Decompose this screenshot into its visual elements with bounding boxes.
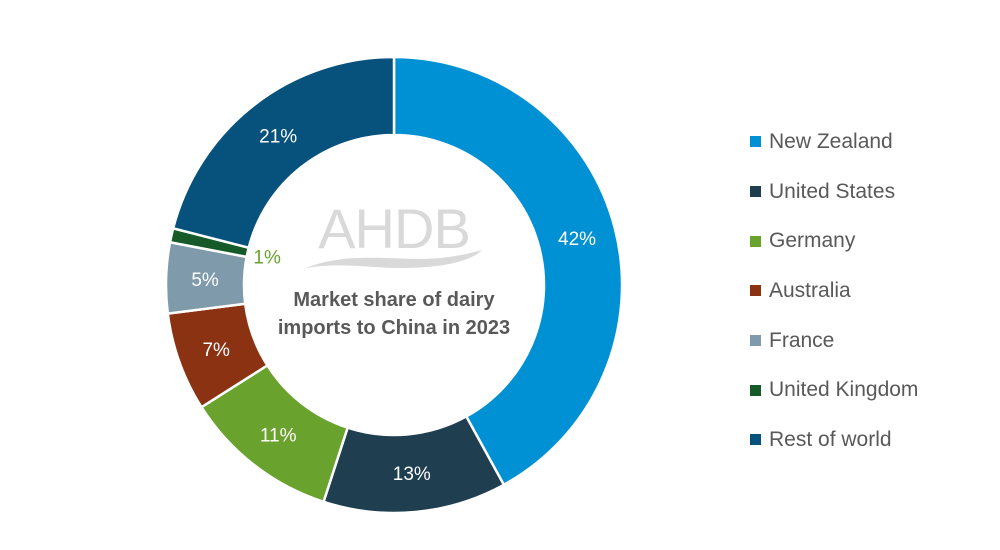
slice-label-france: 5%	[191, 270, 219, 291]
legend: New Zealand United States Germany Australia…	[750, 117, 918, 465]
legend-swatch	[750, 186, 761, 198]
donut-slices	[164, 55, 624, 515]
slice-label-rest-of-world: 21%	[259, 127, 297, 148]
legend-swatch	[750, 136, 761, 148]
slice-rest-of-world	[171, 55, 396, 250]
chart-title-line-1: Market share of dairy	[293, 289, 495, 311]
slice-label-australia: 7%	[202, 340, 230, 361]
legend-swatch	[750, 285, 761, 297]
legend-label: France	[769, 328, 835, 352]
slice-new-zealand	[392, 55, 624, 487]
legend-swatch	[750, 434, 761, 446]
slice-label-germany: 11%	[260, 425, 297, 446]
legend-label: Australia	[769, 278, 851, 302]
slice-label-united-states: 13%	[393, 464, 431, 485]
legend-label: United States	[769, 179, 896, 203]
legend-item-new-zealand: New Zealand	[750, 117, 918, 167]
watermark-text: AHDB	[318, 197, 470, 260]
legend-item-australia: Australia	[750, 266, 918, 316]
watermark-swoosh	[306, 250, 482, 268]
legend-item-france: France	[750, 316, 918, 366]
slice-label-united-kingdom: 1%	[253, 248, 281, 269]
slice-labels: 42% 13% 11% 7% 5% 1% 21%	[191, 127, 596, 486]
legend-item-rest-of-world: Rest of world	[750, 415, 918, 465]
legend-label: United Kingdom	[769, 378, 919, 402]
legend-item-united-kingdom: United Kingdom	[750, 365, 918, 415]
legend-label: New Zealand	[769, 129, 893, 153]
legend-item-germany: Germany	[750, 216, 918, 266]
legend-swatch	[750, 335, 761, 347]
legend-swatch	[750, 235, 761, 247]
legend-swatch	[750, 384, 761, 396]
chart-title-line-2: imports to China in 2023	[278, 317, 510, 339]
legend-label: Rest of world	[769, 427, 892, 451]
slice-label-new-zealand: 42%	[558, 229, 596, 250]
legend-item-united-states: United States	[750, 167, 918, 217]
legend-label: Germany	[769, 229, 856, 253]
watermark-logo: AHDB	[306, 197, 482, 268]
